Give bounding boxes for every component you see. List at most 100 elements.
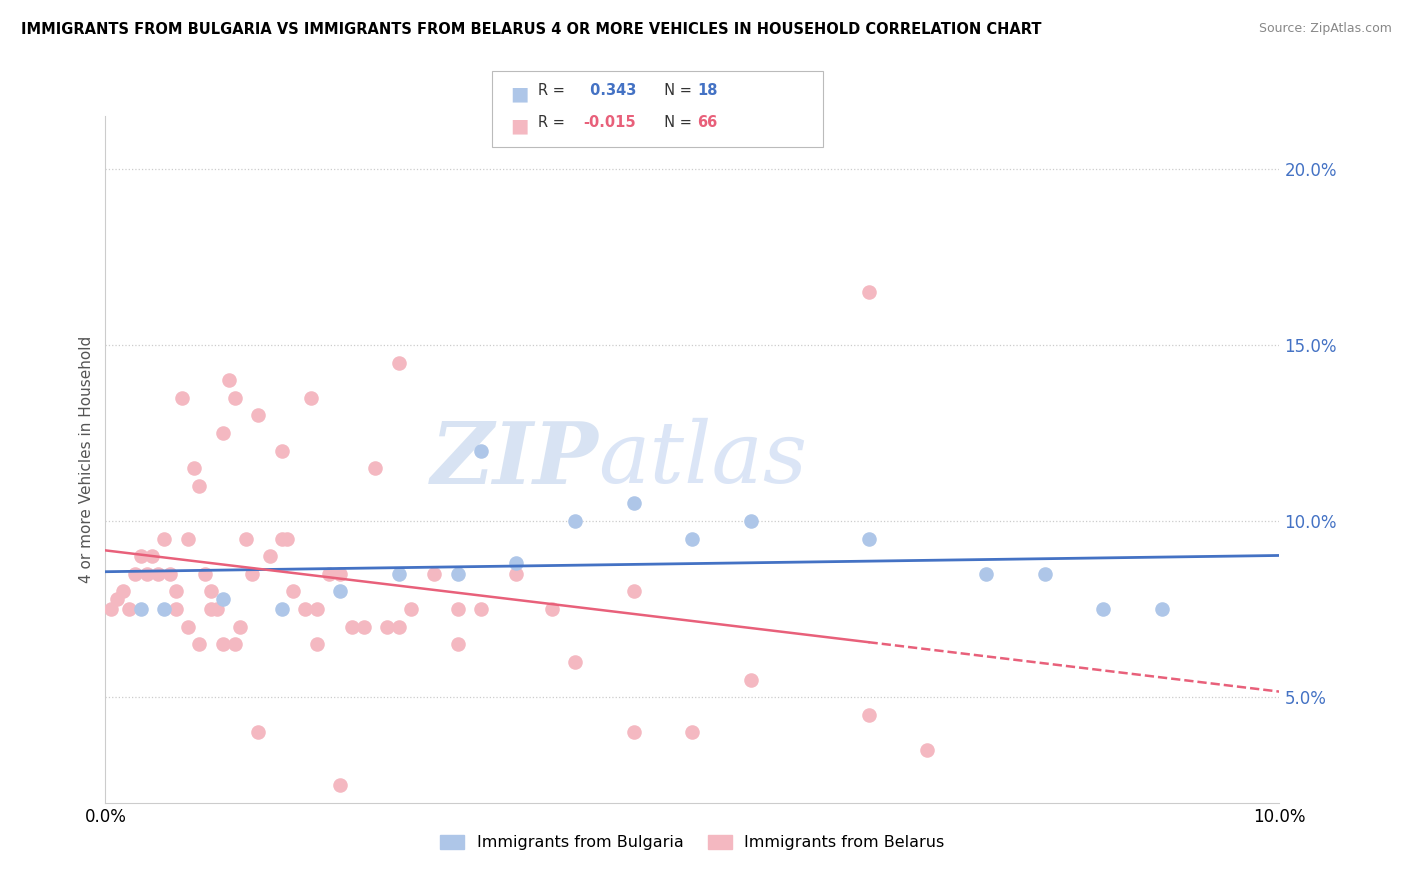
Point (682, 532, 704, 546)
Point (200, 602, 222, 616)
Text: Source: ZipAtlas.com: Source: ZipAtlas.com (1258, 22, 1392, 36)
Point (305, 637, 328, 651)
Point (623, 496, 645, 510)
Point (194, 566, 217, 581)
Point (141, 549, 163, 564)
Point (682, 725, 704, 739)
Point (235, 532, 257, 546)
Text: ■: ■ (510, 117, 529, 136)
Point (329, 566, 352, 581)
Point (623, 725, 645, 739)
Point (388, 566, 411, 581)
Point (259, 549, 281, 564)
Text: ■: ■ (510, 85, 529, 103)
Text: ZIP: ZIP (430, 417, 599, 501)
Point (153, 532, 176, 546)
Point (176, 620, 198, 634)
Point (375, 620, 398, 634)
Text: atlas: atlas (599, 418, 807, 500)
Point (270, 443, 292, 458)
Point (564, 655, 586, 669)
Text: 0.343: 0.343 (585, 83, 637, 98)
Point (200, 584, 222, 599)
Point (276, 532, 298, 546)
Text: R =: R = (538, 115, 569, 130)
Point (447, 602, 470, 616)
Point (205, 602, 228, 616)
Point (299, 391, 322, 405)
Point (470, 602, 492, 616)
Point (224, 637, 246, 651)
Text: 66: 66 (697, 115, 717, 130)
Point (183, 461, 205, 475)
Point (470, 443, 492, 458)
Point (364, 461, 387, 475)
Point (340, 620, 363, 634)
Text: IMMIGRANTS FROM BULGARIA VS IMMIGRANTS FROM BELARUS 4 OR MORE VEHICLES IN HOUSEH: IMMIGRANTS FROM BULGARIA VS IMMIGRANTS F… (21, 22, 1042, 37)
Point (623, 584, 645, 599)
Point (447, 566, 470, 581)
Point (176, 532, 198, 546)
Point (858, 532, 880, 546)
Point (974, 566, 997, 581)
Point (1152, 602, 1174, 616)
Point (329, 584, 352, 599)
Point (740, 514, 762, 528)
Point (165, 584, 187, 599)
Point (170, 391, 193, 405)
Point (212, 425, 235, 440)
Text: 18: 18 (697, 83, 718, 98)
Point (240, 566, 263, 581)
Point (270, 532, 292, 546)
Point (124, 566, 146, 581)
Text: N =: N = (655, 115, 697, 130)
Point (100, 602, 122, 616)
Point (858, 285, 880, 299)
Point (218, 373, 240, 387)
Point (188, 479, 211, 493)
Text: R =: R = (538, 83, 569, 98)
Point (447, 637, 470, 651)
Point (212, 637, 235, 651)
Point (247, 725, 270, 739)
Point (399, 602, 422, 616)
Point (858, 707, 880, 722)
Text: -0.015: -0.015 (583, 115, 636, 130)
Point (224, 391, 246, 405)
Point (1033, 566, 1056, 581)
Point (159, 566, 181, 581)
Point (118, 602, 141, 616)
Point (229, 620, 252, 634)
Point (188, 637, 211, 651)
Point (305, 602, 328, 616)
Point (318, 566, 340, 581)
Point (247, 409, 270, 423)
Point (105, 591, 128, 606)
Point (540, 602, 562, 616)
Text: N =: N = (655, 83, 697, 98)
Point (423, 566, 446, 581)
Point (329, 778, 352, 792)
Point (917, 743, 939, 757)
Y-axis label: 4 or more Vehicles in Household: 4 or more Vehicles in Household (79, 335, 94, 583)
Point (1092, 602, 1115, 616)
Point (505, 566, 527, 581)
Point (564, 514, 586, 528)
Point (129, 602, 152, 616)
Point (270, 602, 292, 616)
Point (165, 602, 187, 616)
Point (294, 602, 316, 616)
Point (353, 620, 375, 634)
Point (505, 556, 527, 570)
Point (129, 549, 152, 564)
Point (153, 602, 176, 616)
Point (388, 355, 411, 369)
Point (135, 566, 157, 581)
Point (112, 584, 135, 599)
Point (212, 591, 235, 606)
Point (740, 673, 762, 687)
Point (148, 566, 170, 581)
Legend: Immigrants from Bulgaria, Immigrants from Belarus: Immigrants from Bulgaria, Immigrants fro… (434, 829, 950, 856)
Point (388, 620, 411, 634)
Point (283, 584, 305, 599)
